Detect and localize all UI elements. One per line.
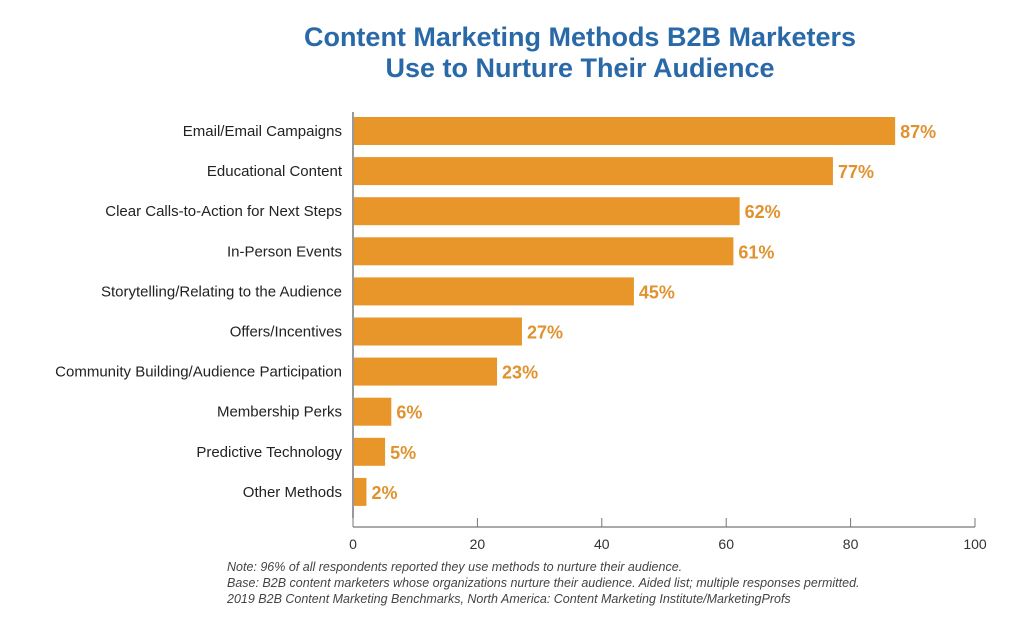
x-tick-label: 40 <box>594 536 610 552</box>
category-label: Email/Email Campaigns <box>183 123 342 140</box>
bar <box>354 477 367 506</box>
category-label: Clear Calls-to-Action for Next Steps <box>105 203 342 220</box>
category-label: Storytelling/Relating to the Audience <box>101 283 342 300</box>
data-label: 61% <box>738 242 774 262</box>
category-label: Membership Perks <box>217 404 342 421</box>
bar <box>354 317 522 346</box>
data-label: 77% <box>838 162 874 182</box>
chart-title: Content Marketing Methods B2B Marketers … <box>230 22 930 84</box>
x-tick-label: 20 <box>470 536 486 552</box>
x-tick-label: 80 <box>843 536 859 552</box>
category-label: Offers/Incentives <box>230 324 342 341</box>
category-label: Community Building/Audience Participatio… <box>55 364 342 381</box>
data-label: 87% <box>900 122 936 142</box>
category-label: In-Person Events <box>227 243 342 260</box>
data-label: 6% <box>396 403 422 423</box>
data-label: 2% <box>371 483 397 503</box>
bar <box>354 357 498 386</box>
note-line: Note: 96% of all respondents reported th… <box>227 560 683 574</box>
data-label: 5% <box>390 443 416 463</box>
source-line: 2019 B2B Content Marketing Benchmarks, N… <box>227 592 791 606</box>
category-label: Predictive Technology <box>196 444 342 461</box>
data-label: 45% <box>639 282 675 302</box>
bar <box>354 237 734 266</box>
base-line: Base: B2B content marketers whose organi… <box>227 576 860 590</box>
x-tick-label: 100 <box>963 536 987 552</box>
chart-title-line-2: Use to Nurture Their Audience <box>385 53 775 83</box>
x-tick-label: 0 <box>349 536 357 552</box>
data-label: 23% <box>502 363 538 383</box>
chart-title-line-1: Content Marketing Methods B2B Marketers <box>303 22 857 52</box>
bar <box>354 277 634 306</box>
data-label: 27% <box>527 323 563 343</box>
data-label: 62% <box>745 202 781 222</box>
bar <box>354 437 386 466</box>
category-label: Other Methods <box>243 484 342 501</box>
bar <box>354 157 833 186</box>
bar <box>354 117 896 145</box>
x-tick-label: 60 <box>718 536 734 552</box>
category-label: Educational Content <box>207 163 343 180</box>
bar <box>354 397 392 426</box>
chart-notes: Note: 96% of all respondents reported th… <box>227 559 860 607</box>
bar <box>354 197 740 226</box>
